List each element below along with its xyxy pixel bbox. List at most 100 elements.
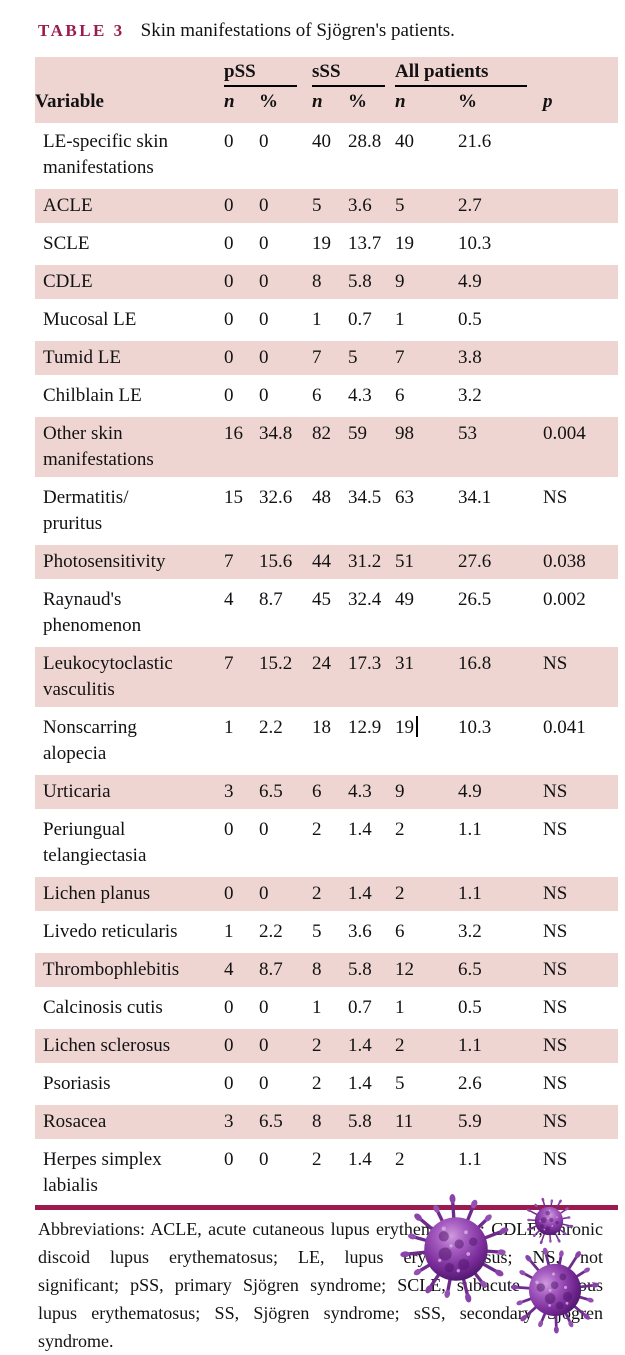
table-row: Nonscarring alopecia 1 2.2 18 12.9 19 10.3 0.04…	[35, 709, 618, 773]
cell-p-value-text: 0.041	[543, 717, 586, 738]
table-row: Lichen sclerosus 0 0 2 1.4 2 1.1 NS	[35, 1027, 618, 1065]
cell-all-pct: 34.1	[458, 479, 543, 543]
cell-all-pct: 0.5	[458, 989, 543, 1027]
cell-p-value: NS	[543, 1027, 618, 1065]
cell-sss-n-text: 6	[312, 385, 322, 406]
table-row: Chilblain LE 0 0 6 4.3 6 3.2	[35, 377, 618, 415]
cell-pss-n: 0	[224, 225, 259, 263]
cell-all-n-text: 49	[395, 589, 414, 610]
cell-sss-pct-text: 1.4	[348, 1073, 372, 1094]
cell-p-value	[543, 187, 618, 225]
row-variable: SCLE	[35, 225, 224, 263]
cell-sss-pct-text: 1.4	[348, 1035, 372, 1056]
cell-sss-pct: 12.9	[348, 709, 395, 773]
cell-sss-n-text: 82	[312, 423, 331, 444]
row-variable-text: Tumid LE	[43, 347, 121, 368]
cell-all-n: 19	[395, 225, 458, 263]
cell-pss-n: 3	[224, 1103, 259, 1141]
cell-sss-pct-text: 34.5	[348, 487, 382, 508]
cell-pss-pct-text: 0	[259, 347, 269, 368]
cell-sss-pct-text: 3.6	[348, 195, 372, 216]
cell-p-value: NS	[543, 1103, 618, 1141]
cell-all-n: 19	[395, 709, 458, 773]
cell-pss-pct: 2.2	[259, 709, 312, 773]
cell-sss-pct: 3.6	[348, 913, 395, 951]
cell-sss-n: 7	[312, 339, 348, 377]
cell-sss-pct: 0.7	[348, 989, 395, 1027]
cell-pss-n-text: 0	[224, 883, 234, 904]
cell-sss-pct-text: 4.3	[348, 781, 372, 802]
cell-sss-n-text: 40	[312, 131, 331, 152]
cell-all-pct-text: 26.5	[458, 589, 492, 610]
cell-all-pct: 6.5	[458, 951, 543, 989]
cell-all-n: 2	[395, 811, 458, 875]
cell-p-value	[543, 301, 618, 339]
cell-pss-n: 3	[224, 773, 259, 811]
cell-pss-pct: 0	[259, 1141, 312, 1208]
group-header-spacer	[35, 57, 224, 87]
group-header-sss: sSS	[312, 57, 395, 87]
table-row: Lichen planus 0 0 2 1.4 2 1.1 NS	[35, 875, 618, 913]
row-variable-text: Raynaud's phenomenon	[43, 589, 142, 636]
cell-sss-n-text: 6	[312, 781, 322, 802]
table-row: Tumid LE 0 0 7 5 7 3.8	[35, 339, 618, 377]
table-row: Herpes simplex labialis 0 0 2 1.4 2 1.1 NS	[35, 1141, 618, 1208]
cell-p-value-text: 0.038	[543, 551, 586, 572]
cell-pss-pct: 15.6	[259, 543, 312, 581]
cell-all-pct-text: 3.8	[458, 347, 482, 368]
cell-all-n-text: 2	[395, 883, 405, 904]
cell-p-value: NS	[543, 479, 618, 543]
cell-pss-pct-text: 0	[259, 883, 269, 904]
row-variable: Photosensitivity	[35, 543, 224, 581]
row-variable-text: Chilblain LE	[43, 385, 142, 406]
cell-pss-n: 7	[224, 543, 259, 581]
cell-sss-pct: 1.4	[348, 875, 395, 913]
cell-all-n: 2	[395, 1141, 458, 1208]
cell-sss-pct-text: 5.8	[348, 959, 372, 980]
cell-sss-pct-text: 31.2	[348, 551, 382, 572]
cell-sss-n-text: 48	[312, 487, 331, 508]
row-variable: Psoriasis	[35, 1065, 224, 1103]
cell-sss-pct: 32.4	[348, 581, 395, 645]
table-row: Photosensitivity 7 15.6 44 31.2 51 27.6 0.038	[35, 543, 618, 581]
row-variable-text: SCLE	[43, 233, 90, 254]
row-variable: Nonscarring alopecia	[35, 709, 224, 773]
cell-pss-n-text: 0	[224, 347, 234, 368]
cell-pss-pct: 0	[259, 301, 312, 339]
cell-sss-n: 2	[312, 1027, 348, 1065]
cell-sss-n-text: 5	[312, 195, 322, 216]
cell-sss-pct: 59	[348, 415, 395, 479]
row-variable-text: Dermatitis/ pruritus	[43, 487, 129, 534]
cell-sss-pct: 0.7	[348, 301, 395, 339]
cell-pss-pct-text: 0	[259, 819, 269, 840]
cell-p-value-text: NS	[543, 781, 568, 802]
row-variable-text: Lichen planus	[43, 883, 151, 904]
cell-all-n: 1	[395, 989, 458, 1027]
cell-all-pct-text: 21.6	[458, 131, 492, 152]
row-variable-text: Mucosal LE	[43, 309, 137, 330]
row-variable-text: Lichen sclerosus	[43, 1035, 171, 1056]
table-row: Leukocytoclastic vasculitis 7 15.2 24 17.3 31…	[35, 645, 618, 709]
row-variable: Urticaria	[35, 773, 224, 811]
cell-all-pct: 10.3	[458, 709, 543, 773]
cell-all-pct-text: 3.2	[458, 921, 482, 942]
cell-all-n: 51	[395, 543, 458, 581]
column-header-pss-n: n	[224, 87, 259, 123]
row-variable-text: LE-specific skin manifestations	[43, 131, 169, 178]
cell-pss-n: 4	[224, 951, 259, 989]
cell-p-value: 0.041	[543, 709, 618, 773]
cell-p-value	[543, 339, 618, 377]
cell-sss-pct-text: 1.4	[348, 883, 372, 904]
row-variable-text: CDLE	[43, 271, 93, 292]
cell-all-pct: 4.9	[458, 773, 543, 811]
column-header-row: Variable n % n % n % p	[35, 87, 618, 123]
table-row: Calcinosis cutis 0 0 1 0.7 1 0.5 NS	[35, 989, 618, 1027]
cell-sss-n: 6	[312, 773, 348, 811]
row-variable-text: Leukocytoclastic vasculitis	[43, 653, 173, 700]
row-variable-text: Thrombophlebitis	[43, 959, 180, 980]
cell-pss-n: 4	[224, 581, 259, 645]
cell-sss-n-text: 7	[312, 347, 322, 368]
cell-sss-pct: 4.3	[348, 773, 395, 811]
cell-pss-n-text: 0	[224, 997, 234, 1018]
